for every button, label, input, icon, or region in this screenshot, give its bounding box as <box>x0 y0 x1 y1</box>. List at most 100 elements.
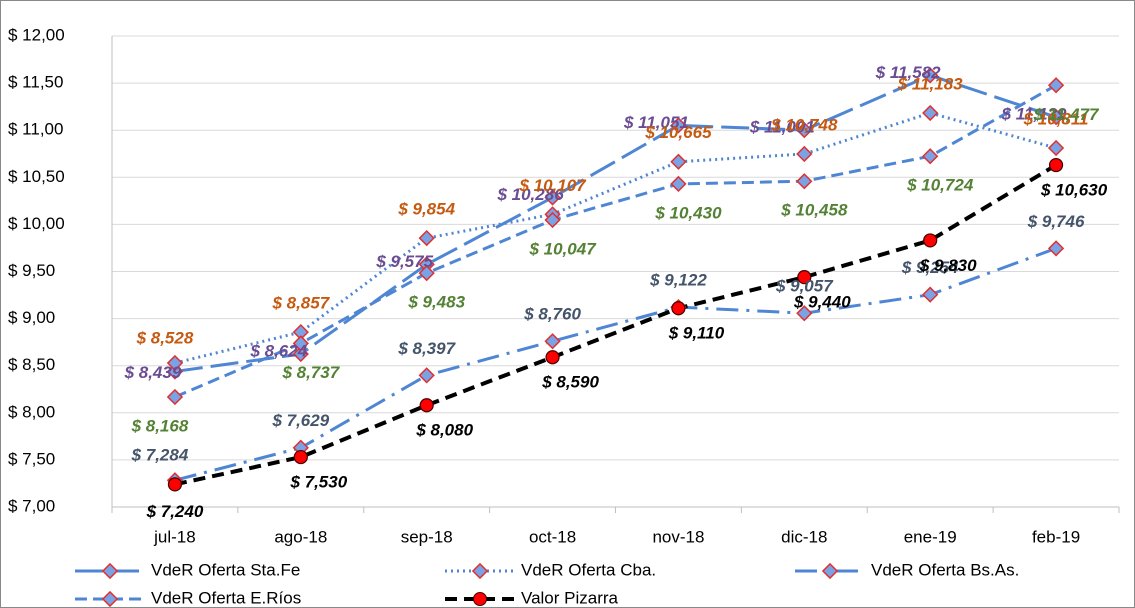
marker <box>166 363 184 380</box>
marker <box>293 449 308 465</box>
data-label: $ 10,458 <box>780 201 848 220</box>
data-label: $ 10,665 <box>644 123 712 142</box>
data-label: $ 8,439 <box>124 363 182 382</box>
marker <box>292 335 309 352</box>
data-label: $ 10,430 <box>654 203 722 222</box>
legend-marker <box>101 562 119 580</box>
data-label: $ 11,477 <box>1033 105 1100 124</box>
marker <box>1047 240 1065 257</box>
data-label: $ 8,528 <box>136 329 194 348</box>
data-label: $ 8,857 <box>271 294 330 313</box>
x-tick-label: sep-18 <box>401 527 453 546</box>
data-label: $ 8,737 <box>281 363 340 382</box>
marker <box>292 323 309 341</box>
data-label: $ 9,122 <box>649 271 707 290</box>
legend-label: VdeR Oferta E.Ríos <box>151 588 301 607</box>
series-line <box>174 83 1057 399</box>
data-label: $ 9,057 <box>775 277 834 296</box>
marker <box>1047 77 1065 94</box>
y-tick-label: $ 10,50 <box>8 167 65 186</box>
data-label: $ 10,748 <box>770 115 838 134</box>
y-tick-label: $ 9,50 <box>8 261 55 280</box>
marker <box>922 148 939 165</box>
data-label: $ 8,624 <box>249 342 307 361</box>
y-tick-label: $ 11,50 <box>8 73 63 92</box>
data-label: $ 9,483 <box>407 293 465 312</box>
legend-label: VdeR Oferta Sta.Fe <box>151 560 300 579</box>
y-tick-label: $ 8,50 <box>8 355 55 374</box>
legend-marker <box>471 562 489 580</box>
marker <box>418 256 435 273</box>
marker <box>1047 139 1065 157</box>
x-tick-label: oct-18 <box>529 527 576 546</box>
marker <box>670 117 687 134</box>
marker <box>544 189 561 206</box>
marker <box>796 121 813 139</box>
marker <box>418 264 435 282</box>
data-label: $ 9,746 <box>1027 212 1085 231</box>
x-tick-label: nov-18 <box>652 527 704 546</box>
data-label: $ 11,183 <box>897 74 963 93</box>
series-line <box>174 246 1057 482</box>
marker <box>544 333 561 350</box>
data-label: $ 9,830 <box>919 256 977 275</box>
y-tick-label: $ 12,00 <box>8 25 65 44</box>
marker <box>670 153 687 170</box>
data-label: $ 9,254 <box>901 258 959 277</box>
legend-label: Valor Pizarra <box>521 588 619 607</box>
data-label: $ 7,284 <box>131 446 189 465</box>
marker <box>797 270 812 285</box>
marker <box>922 104 939 122</box>
data-label: $ 11,051 <box>623 113 689 132</box>
x-tick-label: dic-18 <box>781 527 827 546</box>
data-label: $ 8,080 <box>415 421 473 440</box>
data-label: $ 10,286 <box>496 185 564 204</box>
legend-label: VdeR Oferta Bs.As. <box>871 560 1019 579</box>
data-label: $ 8,168 <box>131 416 189 435</box>
marker <box>166 354 184 372</box>
data-label: $ 10,047 <box>528 239 597 258</box>
marker <box>418 230 435 247</box>
x-tick-label: feb-19 <box>1032 527 1080 546</box>
data-label: $ 8,397 <box>397 339 456 358</box>
marker <box>418 367 435 384</box>
legend-label: VdeR Oferta Cba. <box>521 560 656 579</box>
marker <box>923 233 938 248</box>
y-tick-label: $ 8,00 <box>8 402 55 421</box>
data-label: $ 9,440 <box>793 293 851 312</box>
marker <box>796 305 813 322</box>
x-tick-label: ene-19 <box>904 527 957 546</box>
data-label: $ 10,724 <box>906 176 974 195</box>
marker <box>545 350 560 365</box>
marker <box>670 175 687 193</box>
marker <box>922 286 939 303</box>
legend-marker <box>473 592 487 606</box>
marker <box>671 301 686 316</box>
data-label: $ 10,811 <box>1023 109 1089 128</box>
marker <box>796 173 813 190</box>
marker <box>292 345 309 363</box>
legend-marker <box>101 590 119 608</box>
data-label: $ 10,630 <box>1040 181 1108 200</box>
y-tick-label: $ 7,50 <box>8 449 55 468</box>
data-label: $ 9,854 <box>397 200 455 219</box>
x-tick-label: ago-18 <box>274 527 327 546</box>
marker <box>796 145 813 163</box>
data-label: $ 7,530 <box>289 473 347 492</box>
y-tick-label: $ 9,00 <box>8 308 55 327</box>
marker <box>167 477 183 492</box>
series-line <box>174 73 1057 373</box>
y-tick-label: $ 11,00 <box>8 120 63 139</box>
data-label: $ 10,107 <box>518 176 587 195</box>
y-tick-label: $ 7,00 <box>8 496 55 515</box>
legend-marker <box>821 562 839 580</box>
marker <box>419 398 434 413</box>
marker <box>166 388 184 406</box>
x-tick-label: jul-18 <box>153 527 196 546</box>
series-line <box>174 163 1058 487</box>
marker <box>1048 157 1064 173</box>
marker <box>1047 108 1065 126</box>
